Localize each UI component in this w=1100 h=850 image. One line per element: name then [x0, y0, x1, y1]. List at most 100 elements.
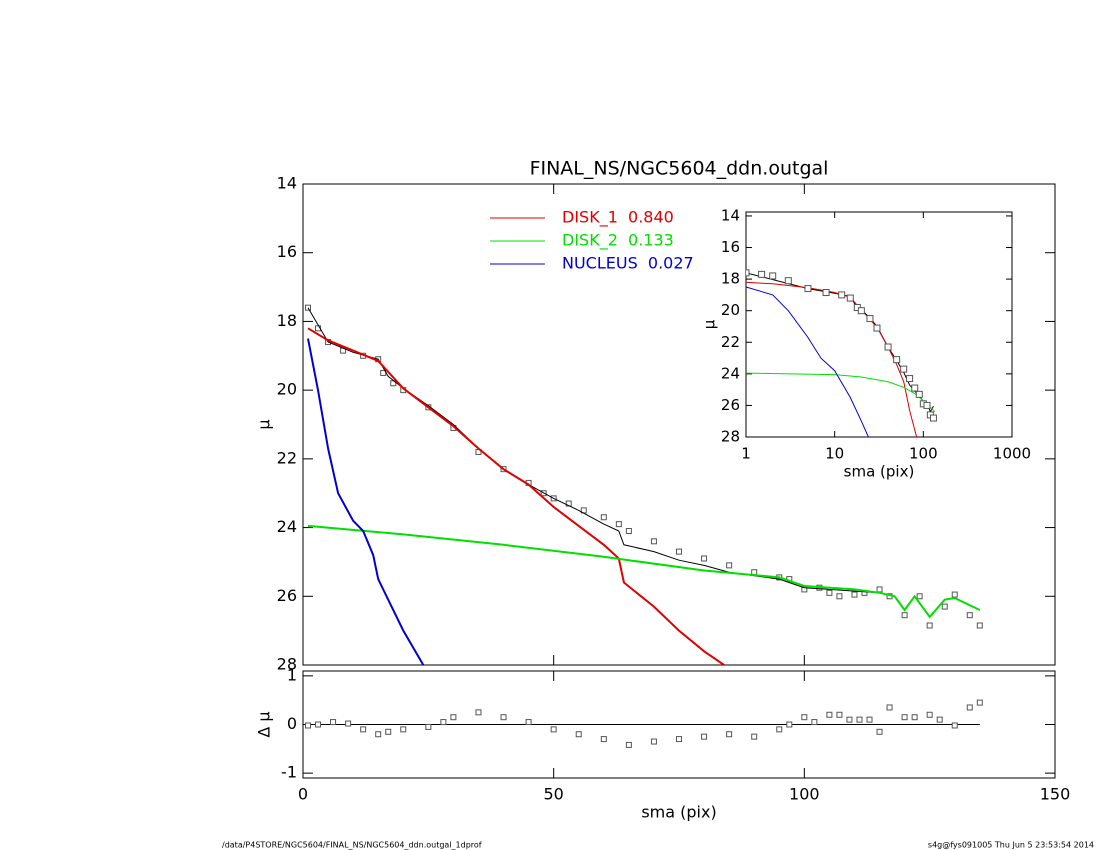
- y-tick-label: 20: [721, 301, 740, 319]
- data-point: [893, 356, 901, 364]
- footer-right: s4g@fys091005 Thu Jun 5 23:53:54 2014: [928, 841, 1094, 850]
- data-line: [746, 286, 869, 437]
- data-point: [375, 731, 382, 738]
- plot-area: [305, 699, 983, 748]
- data-point: [769, 272, 777, 280]
- data-point: [615, 521, 622, 528]
- data-point: [857, 307, 865, 315]
- data-point: [836, 593, 843, 600]
- data-point: [916, 593, 923, 600]
- data-point: [786, 721, 793, 728]
- data-point: [915, 390, 923, 398]
- data-point: [966, 704, 973, 711]
- data-point: [811, 719, 818, 726]
- data-point: [784, 277, 792, 285]
- data-point: [856, 716, 863, 723]
- data-point: [951, 591, 958, 598]
- data-line: [307, 524, 981, 619]
- y-tick-label: 24: [277, 517, 297, 536]
- data-point: [846, 294, 854, 302]
- data-point: [758, 270, 766, 278]
- plot-frame: [302, 183, 1056, 666]
- data-point: [360, 726, 367, 733]
- data-point: [951, 722, 958, 729]
- data-point: [575, 731, 582, 738]
- y-tick-label: 20: [277, 380, 297, 399]
- y-tick-label: 16: [721, 238, 740, 256]
- data-point: [726, 731, 733, 738]
- y-axis-label: μ: [701, 319, 719, 329]
- legend-label: DISK_2 0.133: [562, 231, 674, 251]
- x-tick-label: 1000: [993, 445, 1031, 463]
- data-point: [846, 716, 853, 723]
- data-point: [500, 714, 507, 721]
- data-point: [305, 304, 312, 311]
- data-point: [450, 714, 457, 721]
- data-point: [876, 728, 883, 735]
- x-tick-label: 50: [543, 785, 563, 804]
- x-tick-label: 100: [909, 445, 938, 463]
- y-tick-label: -1: [281, 763, 297, 782]
- data-point: [838, 291, 846, 299]
- data-point: [475, 709, 482, 716]
- data-point: [345, 720, 352, 727]
- data-point: [906, 375, 914, 383]
- plot-area: [305, 304, 983, 665]
- y-tick-label: 18: [721, 270, 740, 288]
- data-point: [315, 721, 322, 728]
- data-point: [776, 726, 783, 733]
- data-point: [385, 728, 392, 735]
- data-point: [923, 401, 931, 409]
- data-point: [976, 699, 983, 706]
- x-axis-label: sma (pix): [844, 463, 915, 481]
- data-point: [826, 589, 833, 596]
- data-point: [901, 714, 908, 721]
- data-point: [941, 603, 948, 610]
- data-point: [701, 733, 708, 740]
- data-point: [826, 711, 833, 718]
- y-tick-label: 16: [277, 242, 297, 261]
- data-point: [936, 716, 943, 723]
- y-tick-label: 18: [277, 311, 297, 330]
- y-tick-label: 0: [287, 714, 297, 733]
- data-line: [746, 281, 918, 437]
- plot-frame: [745, 211, 1013, 438]
- data-point: [330, 719, 337, 726]
- data-point: [851, 591, 858, 598]
- y-tick-label: 26: [721, 396, 740, 414]
- data-line: [307, 338, 425, 665]
- data-point: [926, 622, 933, 629]
- data-point: [676, 736, 682, 743]
- data-point: [400, 726, 407, 733]
- data-point: [676, 548, 682, 555]
- data-point: [926, 711, 933, 718]
- data-point: [884, 343, 892, 351]
- y-tick-label: 14: [721, 206, 740, 224]
- data-point: [866, 315, 874, 323]
- data-point: [525, 719, 532, 726]
- data-point: [873, 324, 881, 332]
- data-point: [822, 289, 830, 297]
- data-point: [866, 716, 873, 723]
- data-point: [305, 722, 312, 729]
- data-line: [307, 327, 725, 665]
- y-tick-label: 28: [277, 655, 297, 674]
- y-tick-label: 22: [277, 448, 297, 467]
- data-point: [440, 719, 447, 726]
- y-tick-label: 26: [277, 586, 297, 605]
- x-axis-label: sma (pix): [641, 803, 716, 822]
- x-tick-label: 150: [1040, 785, 1071, 804]
- data-point: [600, 736, 607, 743]
- y-tick-label: 14: [277, 174, 297, 193]
- data-point: [726, 562, 733, 569]
- data-point: [876, 586, 883, 593]
- data-point: [550, 726, 557, 733]
- data-point: [911, 384, 919, 392]
- x-tick-label: 1: [741, 445, 751, 463]
- data-point: [976, 622, 983, 629]
- data-point: [801, 714, 808, 721]
- y-axis-label: Δ μ: [255, 711, 274, 737]
- plot-area: [746, 269, 937, 437]
- data-point: [911, 714, 918, 721]
